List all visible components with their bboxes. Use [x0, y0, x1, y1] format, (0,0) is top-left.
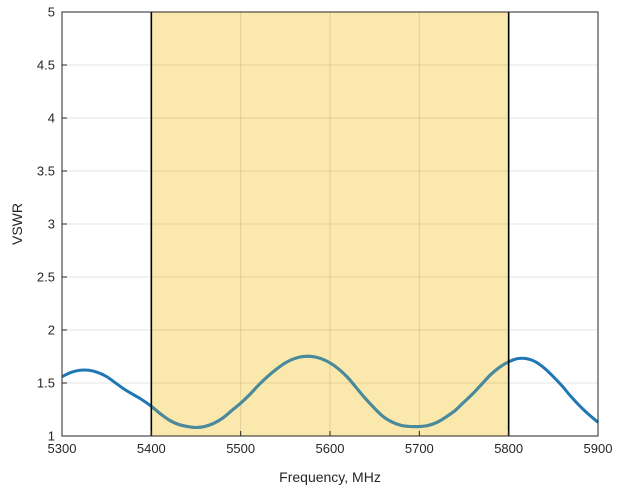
y-tick-label: 5 [48, 5, 55, 20]
x-tick-label: 5400 [137, 441, 166, 456]
frequency-band-highlight [151, 12, 509, 436]
x-tick-label: 5600 [316, 441, 345, 456]
x-tick-label: 5700 [405, 441, 434, 456]
y-tick-label: 2.5 [37, 270, 55, 285]
y-axis-label: VSWR [9, 203, 25, 245]
y-tick-label: 3.5 [37, 164, 55, 179]
x-tick-label: 5900 [584, 441, 613, 456]
x-tick-label: 5500 [226, 441, 255, 456]
vswr-line-in-band [151, 354, 509, 430]
x-tick-label: 5300 [48, 441, 77, 456]
x-tick-label: 5800 [494, 441, 523, 456]
y-tick-label: 1 [48, 429, 55, 444]
y-tick-label: 2 [48, 323, 55, 338]
x-axis-label: Frequency, MHz [279, 469, 381, 485]
y-tick-label: 4 [48, 111, 55, 126]
y-tick-label: 4.5 [37, 58, 55, 73]
y-tick-label: 1.5 [37, 376, 55, 391]
y-tick-label: 3 [48, 217, 55, 232]
